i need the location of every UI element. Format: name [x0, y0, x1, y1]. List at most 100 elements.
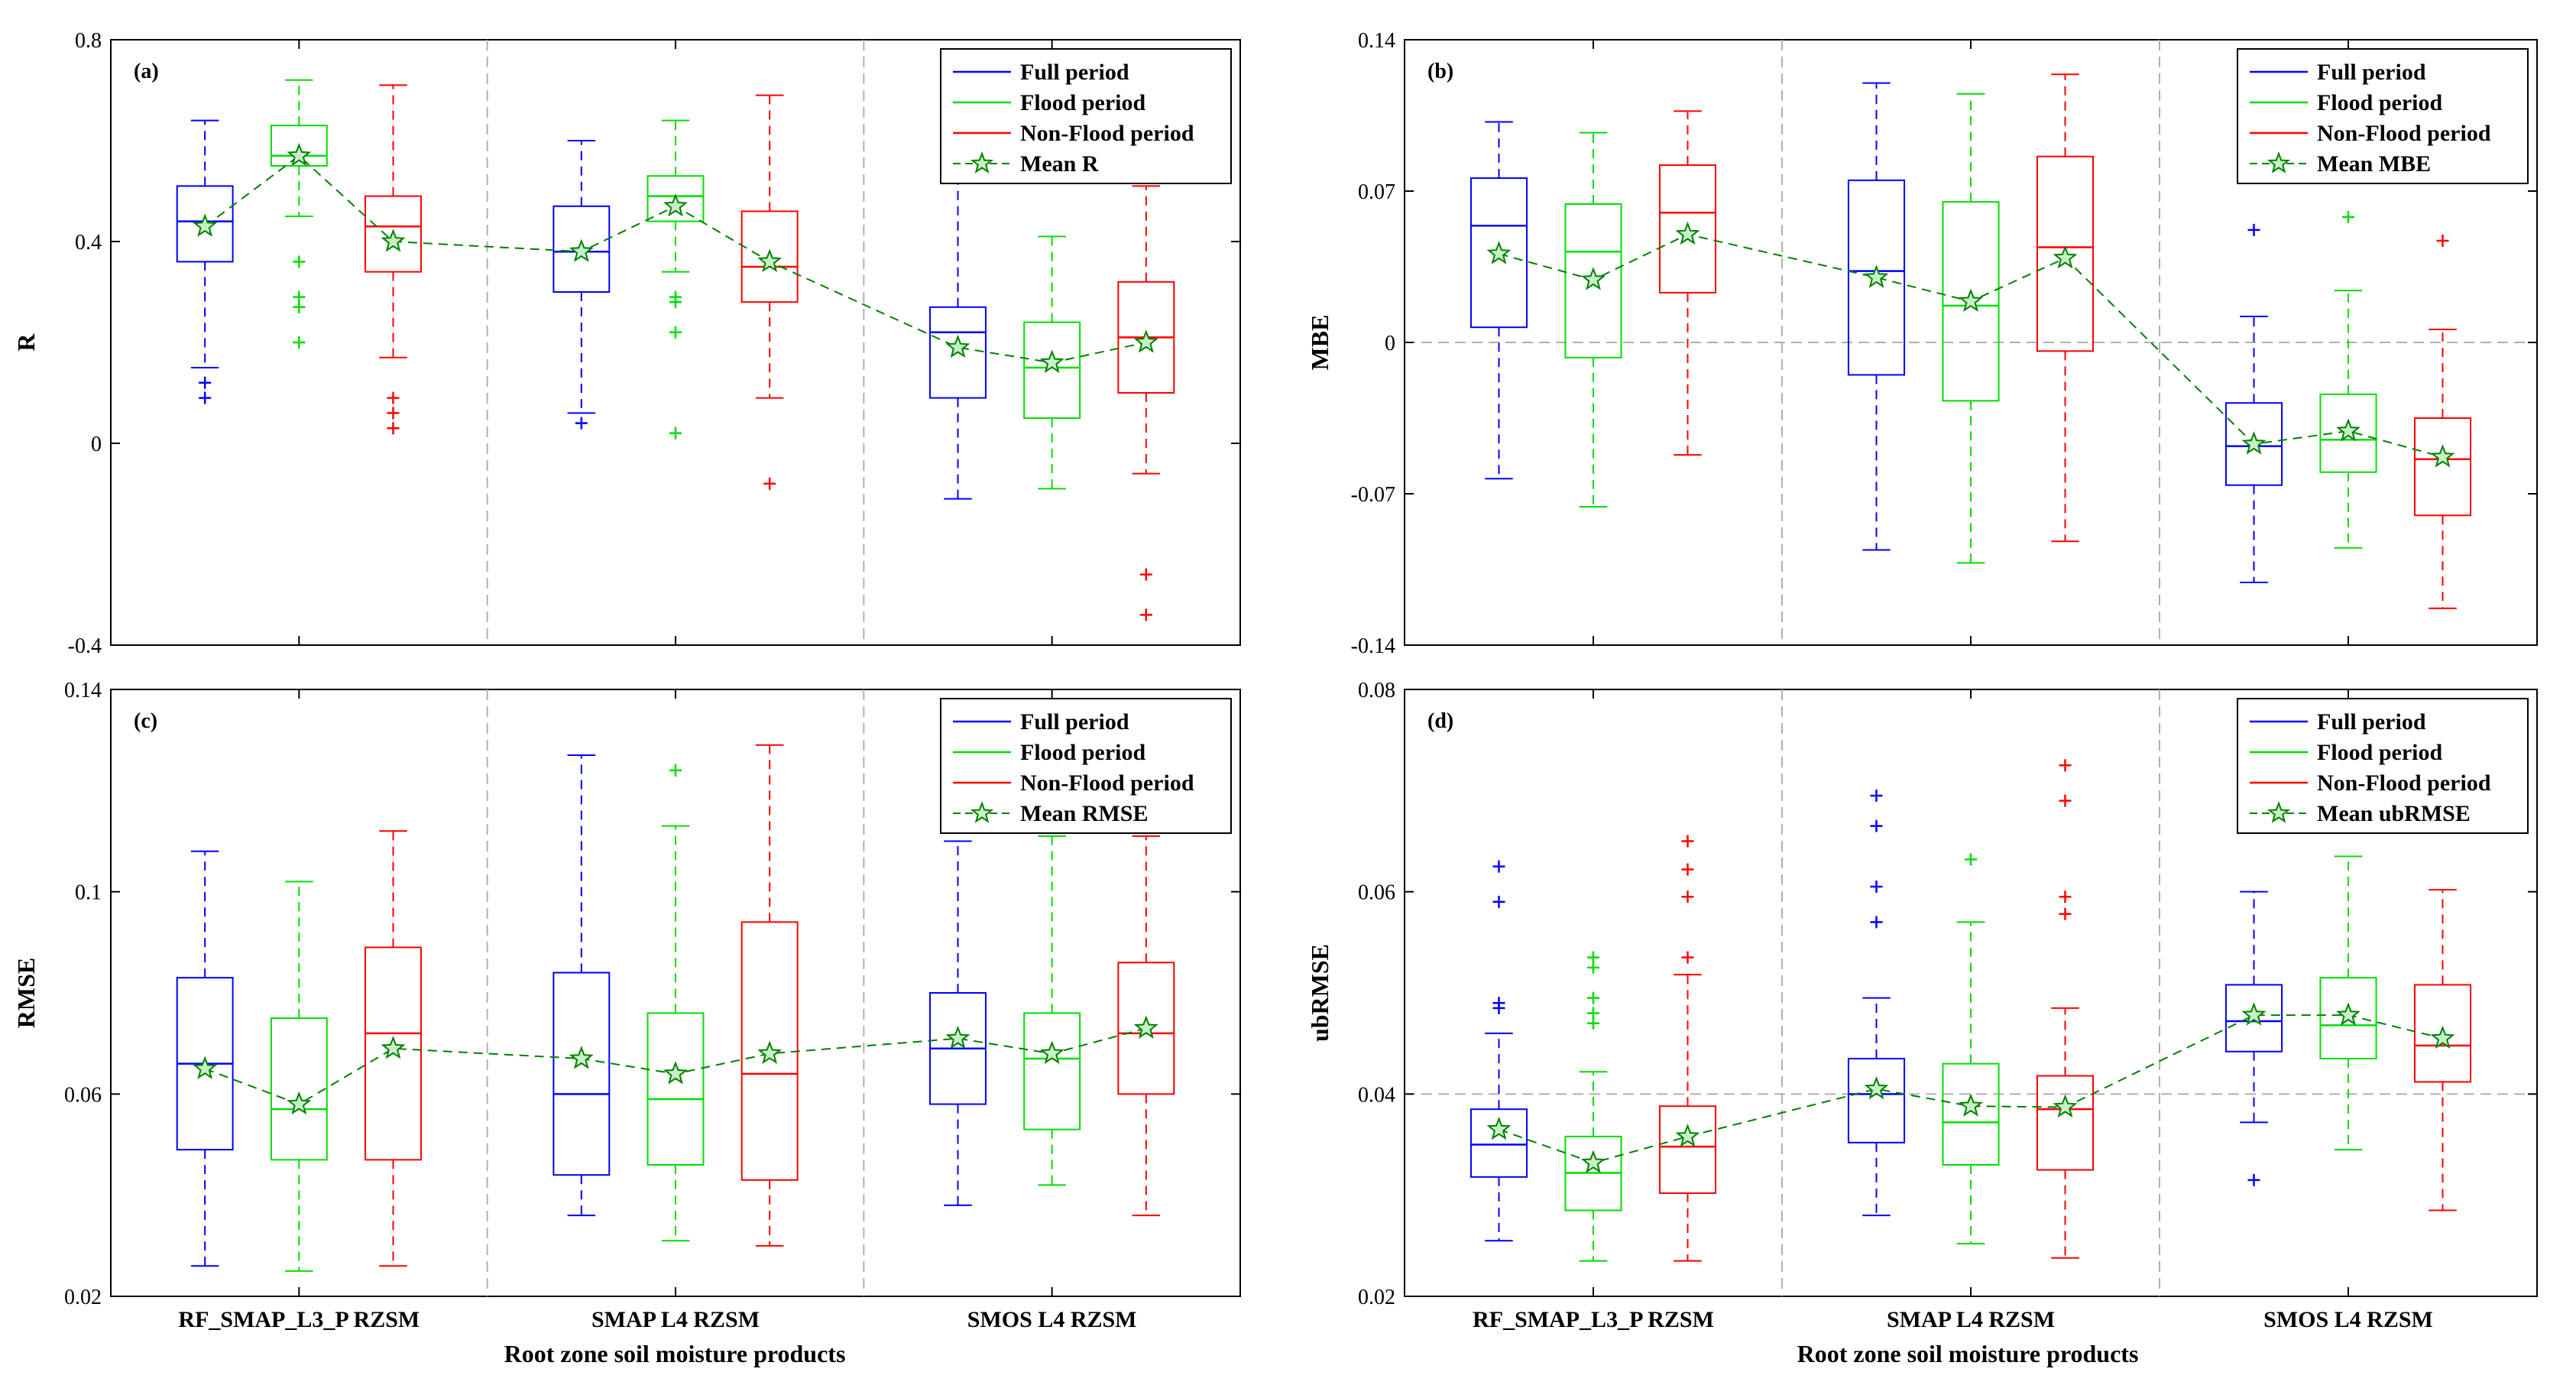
box-flood: [270, 79, 328, 349]
category-label: RF_SMAP_L3_P RZSM: [178, 1307, 420, 1332]
outlier-marker: [1681, 951, 1694, 964]
mean-marker: [569, 1046, 594, 1069]
mean-marker: [1486, 241, 1512, 264]
outlier-marker: [293, 300, 306, 313]
box-iqr: [365, 195, 422, 273]
outlier-marker: [2436, 235, 2449, 248]
legend-label: Full period: [1020, 60, 1129, 85]
box-iqr: [2319, 393, 2377, 473]
legend-star-icon: [970, 151, 994, 174]
mean-marker: [757, 248, 783, 272]
mean-marker: [663, 1061, 688, 1085]
panel-label: (a): [134, 60, 159, 83]
box-iqr: [1023, 1012, 1081, 1130]
legend: Full period Flood period Non-Flood period M…: [2237, 698, 2529, 834]
box-nonflood: [1658, 110, 1717, 456]
box-iqr: [2413, 417, 2472, 517]
legend-label: Non-Flood period: [1020, 770, 1194, 796]
box-full: [552, 754, 611, 1217]
y-axis-title: RMSE: [12, 958, 40, 1028]
mean-marker: [193, 1056, 218, 1079]
outlier-marker: [1587, 1017, 1599, 1030]
box-full: [929, 175, 987, 500]
box-flood: [1564, 951, 1622, 1262]
box-full: [552, 140, 611, 430]
mean-marker: [569, 238, 594, 262]
y-tick-label: 0.02: [64, 1286, 102, 1309]
outlier-marker: [1870, 819, 1883, 832]
box-iqr: [1658, 1105, 1717, 1195]
legend-label: Flood period: [2317, 90, 2442, 115]
box-iqr: [1469, 1108, 1528, 1178]
box-iqr: [1117, 962, 1175, 1095]
box-flood: [270, 881, 328, 1272]
mean-line: [1499, 1014, 2443, 1164]
box-nonflood: [365, 84, 422, 435]
y-axis-title: R: [12, 333, 40, 352]
legend-label: Mean MBE: [2317, 151, 2431, 177]
outlier-marker: [1492, 860, 1505, 873]
outlier-marker: [1870, 789, 1883, 802]
outlier-marker: [1587, 961, 1599, 974]
box-iqr: [176, 185, 234, 263]
outlier-marker: [575, 417, 588, 430]
mean-marker: [1039, 349, 1064, 373]
y-tick-label: 0: [1385, 332, 1395, 355]
y-tick-label: -0.14: [1351, 634, 1395, 658]
legend-label: Mean R: [1020, 151, 1099, 177]
y-axis-title: ubRMSE: [1306, 944, 1333, 1042]
mean-marker: [2241, 431, 2267, 455]
mean-marker: [287, 1091, 312, 1115]
outlier-marker: [2059, 759, 2072, 772]
y-tick-label: 0.06: [1358, 881, 1395, 905]
mean-marker: [1486, 1116, 1512, 1140]
legend-label: Full period: [2317, 60, 2426, 85]
mean-marker: [287, 143, 312, 167]
outlier-marker: [1492, 895, 1505, 908]
panel-a: -0.4 0 0.4 0.8 R (a) Full period Flood period No…: [12, 29, 1241, 658]
box-flood: [2319, 855, 2377, 1151]
outlier-marker: [1139, 568, 1152, 581]
legend-label: Flood period: [1020, 90, 1145, 115]
box-flood: [646, 764, 705, 1242]
mean-marker: [1675, 221, 1700, 245]
y-tick-label: 0.04: [1358, 1083, 1395, 1107]
y-tick-label: 0.07: [1358, 180, 1395, 204]
category-label: SMOS L4 RZSM: [2263, 1307, 2433, 1332]
y-tick-label: 0.4: [75, 231, 102, 255]
outlier-marker: [199, 376, 212, 389]
legend-label: Mean ubRMSE: [2317, 801, 2471, 826]
box-iqr: [929, 306, 987, 399]
mean-marker: [2241, 1002, 2267, 1026]
mean-marker: [2336, 1002, 2361, 1026]
box-iqr: [1469, 177, 1528, 329]
y-tick-label: 0.06: [64, 1083, 102, 1107]
outlier-marker: [1870, 881, 1883, 894]
mean-marker: [1675, 1124, 1700, 1147]
outlier-marker: [1492, 1001, 1505, 1014]
mean-marker: [1864, 1075, 1889, 1100]
box-iqr: [1658, 164, 1717, 294]
box-iqr: [2224, 402, 2283, 486]
outlier-marker: [1587, 991, 1599, 1004]
box-iqr: [365, 946, 422, 1161]
mean-marker: [757, 1040, 783, 1064]
outlier-marker: [2342, 210, 2354, 223]
legend-label: Full period: [1020, 709, 1129, 735]
y-tick-label: 0.08: [1358, 679, 1395, 702]
box-iqr: [270, 125, 328, 167]
mean-marker: [381, 1036, 406, 1059]
outlier-marker: [669, 764, 682, 777]
box-iqr: [2036, 1075, 2095, 1171]
panel-c: 0.02 0.06 0.1 0.14 RMSE (c) RF_SMAP_L3_P RZSM S…: [12, 679, 1241, 1332]
panel-b: -0.14 -0.07 0 0.07 0.14 MBE (b) Full period Floo…: [1306, 29, 2538, 658]
outlier-marker: [293, 336, 306, 349]
y-axis-title: MBE: [1306, 315, 1333, 371]
category-label: SMOS L4 RZSM: [967, 1307, 1137, 1332]
box-iqr: [2319, 977, 2377, 1060]
box-iqr: [1564, 203, 1622, 358]
outlier-marker: [669, 427, 682, 440]
legend-label: Flood period: [2317, 740, 2442, 765]
mean-marker: [2053, 245, 2078, 269]
